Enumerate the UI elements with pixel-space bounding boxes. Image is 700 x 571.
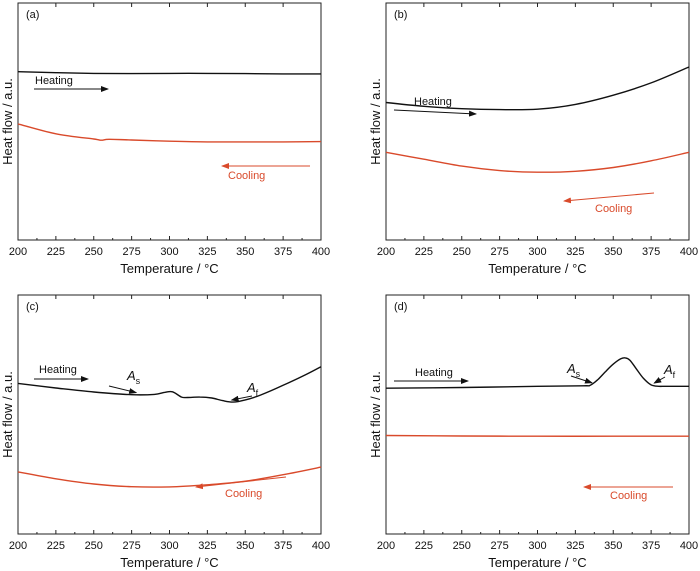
- x-tick-label: 275: [490, 540, 508, 552]
- x-tick-label: 300: [528, 246, 546, 258]
- x-axis-label: Temperature / °C: [120, 555, 218, 570]
- x-tick-label: 350: [604, 246, 622, 258]
- x-tick-label: 300: [160, 540, 178, 552]
- x-tick-label: 200: [377, 246, 395, 258]
- y-axis-label: Heat flow / a.u.: [0, 78, 15, 165]
- cooling-arrow: [563, 192, 655, 204]
- x-tick-label: 375: [274, 246, 292, 258]
- cooling-label: Cooling: [225, 488, 262, 500]
- panel-b: 200 225 250 275 300 325 350 375 400 Temperature /…: [368, 2, 698, 276]
- x-tick-label: 300: [160, 246, 178, 258]
- x-tick-label: 325: [566, 246, 584, 258]
- x-tick-label: 250: [453, 540, 471, 552]
- series-cooling-line: [385, 434, 689, 437]
- x-tick-label: 325: [566, 540, 584, 552]
- x-tick-label: 250: [85, 540, 103, 552]
- panel-label: (b): [394, 9, 407, 21]
- panel-label: (d): [394, 301, 407, 313]
- y-axis-label: Heat flow / a.u.: [368, 371, 383, 458]
- x-tick-label: 325: [198, 540, 216, 552]
- x-tick-label: 400: [680, 540, 698, 552]
- panel-label: (a): [26, 9, 39, 21]
- x-tick-label: 400: [680, 246, 698, 258]
- transformation-arrow-f: [653, 376, 666, 384]
- transformation-label-s: As: [126, 368, 141, 386]
- x-tick-label: 275: [490, 246, 508, 258]
- plot-frame: [17, 294, 322, 535]
- x-tick-label: 300: [528, 540, 546, 552]
- panel-a: 200 225 250 275 300 325 350 375 400 Temperature /…: [0, 2, 330, 276]
- x-tick-label: 350: [236, 540, 254, 552]
- series-cooling-line: [385, 151, 690, 173]
- series-heating-line: [17, 366, 322, 403]
- x-tick-label: 375: [274, 540, 292, 552]
- x-tick-label: 400: [312, 540, 330, 552]
- transformation-arrow-s: [108, 385, 138, 394]
- x-tick-label: 275: [122, 540, 140, 552]
- heating-label: Heating: [35, 75, 73, 87]
- transformation-label-f: Af: [246, 380, 259, 398]
- heating-label: Heating: [39, 364, 77, 376]
- cooling-arrow: [195, 476, 287, 490]
- plot-frame: [17, 2, 322, 241]
- cooling-label: Cooling: [228, 170, 265, 182]
- series-cooling-line: [17, 466, 322, 488]
- series-heating-line: [17, 71, 321, 75]
- heating-arrow: [393, 109, 477, 117]
- transformation-label-f: Af: [663, 362, 676, 380]
- series-heating-line: [385, 357, 689, 389]
- panel-label: (c): [26, 301, 39, 313]
- x-tick-label: 200: [9, 540, 27, 552]
- heating-label: Heating: [415, 367, 453, 379]
- x-tick-label: 225: [415, 540, 433, 552]
- x-tick-label: 375: [642, 246, 660, 258]
- x-axis-label: Temperature / °C: [488, 261, 586, 276]
- cooling-label: Cooling: [595, 203, 632, 215]
- x-tick-label: 225: [47, 246, 65, 258]
- panel-c: 200 225 250 275 300 325 350 375 400 Temperature /…: [0, 294, 330, 570]
- x-tick-label: 200: [9, 246, 27, 258]
- x-tick-label: 375: [642, 540, 660, 552]
- x-tick-label: 350: [604, 540, 622, 552]
- cooling-label: Cooling: [610, 490, 647, 502]
- x-tick-label: 400: [312, 246, 330, 258]
- y-axis-label: Heat flow / a.u.: [0, 371, 15, 458]
- x-tick-label: 275: [122, 246, 140, 258]
- panel-d: 200 225 250 275 300 325 350 375 400 Temperature /…: [368, 294, 698, 570]
- transformation-arrow-f: [230, 395, 253, 402]
- x-tick-label: 250: [85, 246, 103, 258]
- x-tick-label: 225: [415, 246, 433, 258]
- x-axis-label: Temperature / °C: [488, 555, 586, 570]
- transformation-label-s: As: [566, 361, 581, 379]
- x-tick-label: 250: [453, 246, 471, 258]
- series-cooling-line: [17, 123, 322, 143]
- x-tick-label: 350: [236, 246, 254, 258]
- heating-label: Heating: [414, 96, 452, 108]
- plot-frame: [385, 2, 690, 241]
- x-tick-label: 325: [198, 246, 216, 258]
- x-axis-label: Temperature / °C: [120, 261, 218, 276]
- transformation-arrow-s: [570, 375, 593, 384]
- x-tick-label: 225: [47, 540, 65, 552]
- y-axis-label: Heat flow / a.u.: [368, 78, 383, 165]
- series-heating-line: [385, 66, 690, 111]
- x-tick-label: 200: [377, 540, 395, 552]
